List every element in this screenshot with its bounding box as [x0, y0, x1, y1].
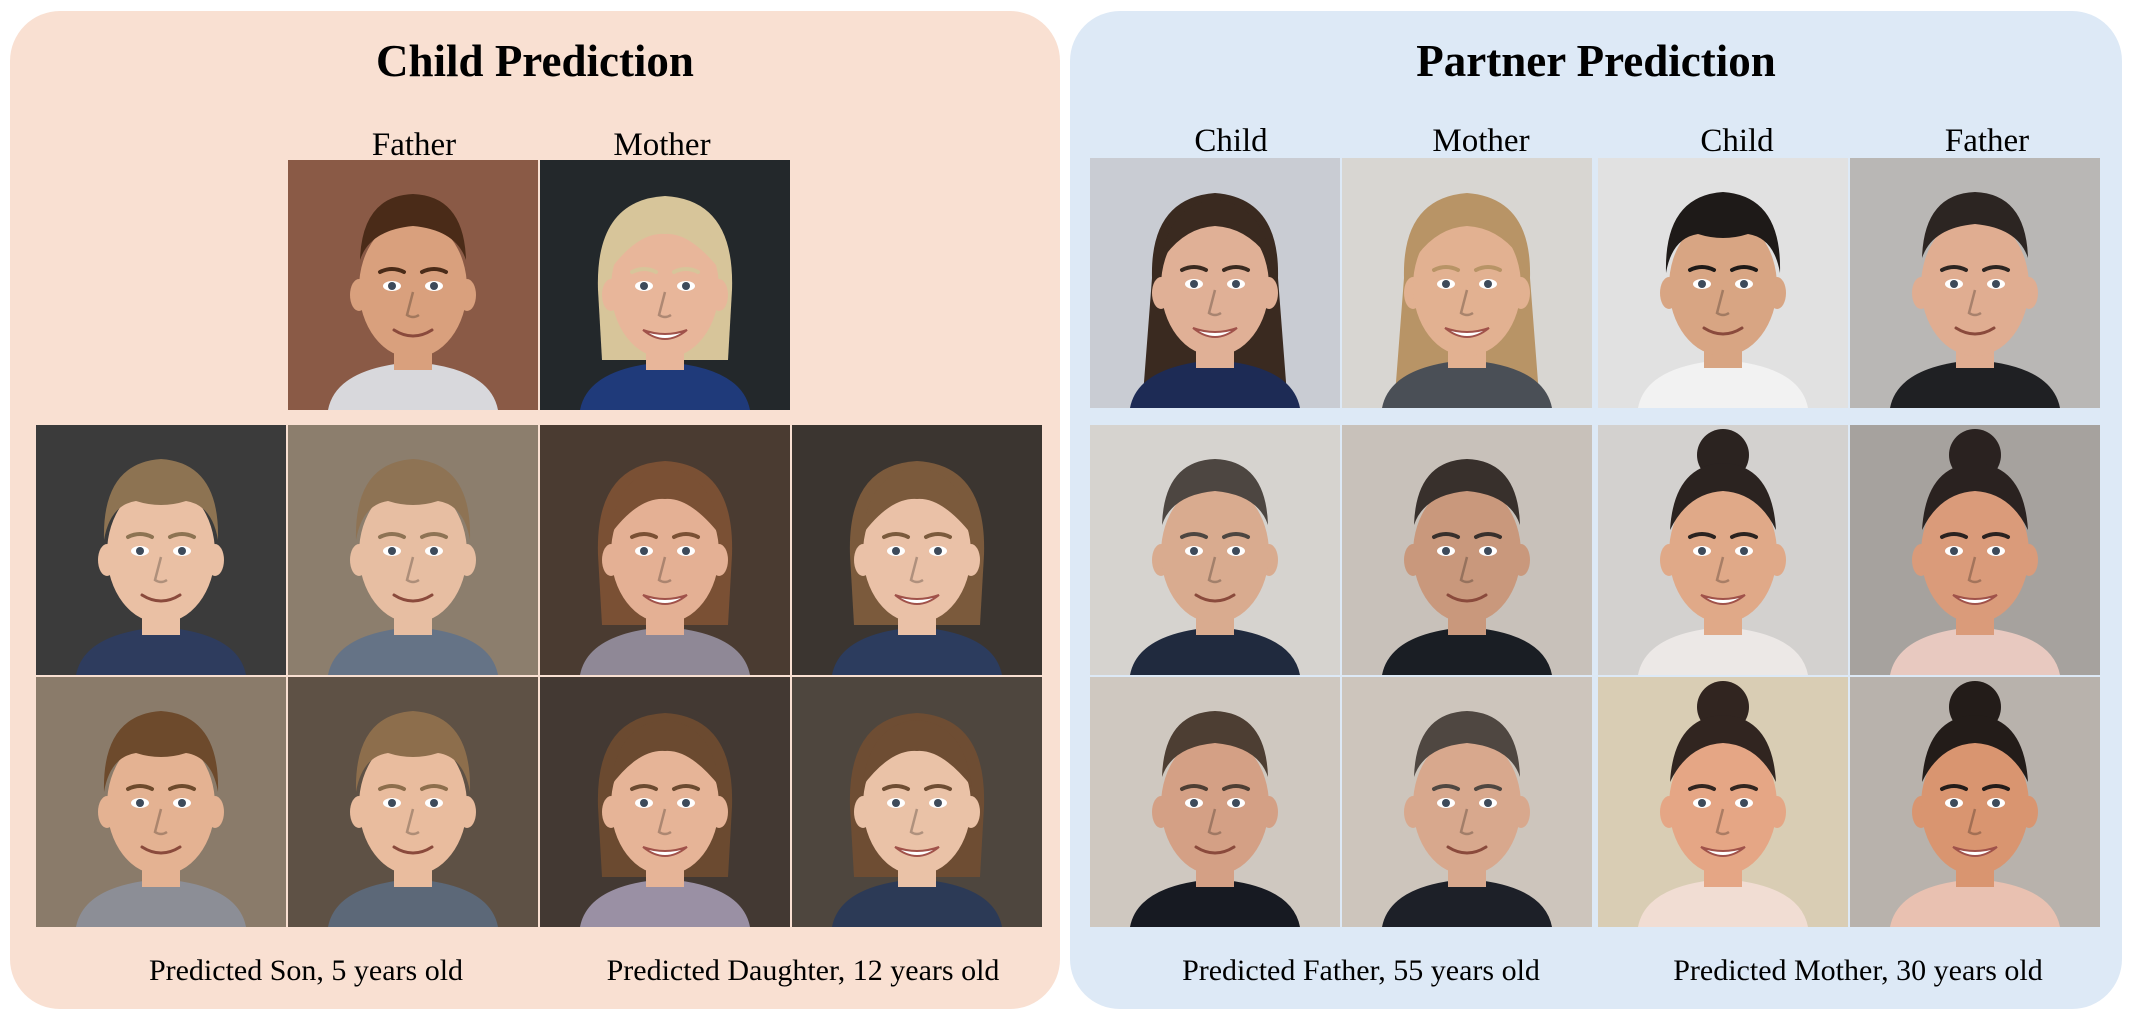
- child-label-2: Child: [1700, 123, 1774, 159]
- predicted-son-caption: Predicted Son, 5 years old: [148, 954, 464, 987]
- predicted-mother-2: [1850, 425, 2100, 675]
- predicted-son-4: [288, 677, 538, 927]
- mother-label: Mother: [1432, 123, 1530, 159]
- predicted-daughter-1: [540, 425, 790, 675]
- father-photo: [288, 160, 538, 410]
- predicted-father-4: [1342, 677, 1592, 927]
- predicted-daughter-3: [540, 677, 790, 927]
- predicted-father-caption: Predicted Father, 55 years old: [1182, 954, 1540, 987]
- predicted-daughter-caption: Predicted Daughter, 12 years old: [606, 954, 1000, 987]
- mother-label: Mother: [613, 127, 711, 163]
- predicted-father-3: [1090, 677, 1340, 927]
- predicted-mother-3: [1598, 677, 1848, 927]
- child-input-photo-2: [1598, 158, 1848, 408]
- mother-input-photo: [1342, 158, 1592, 408]
- mother-photo: [540, 160, 790, 410]
- predicted-father-1: [1090, 425, 1340, 675]
- predicted-mother-1: [1598, 425, 1848, 675]
- predicted-mother-4: [1850, 677, 2100, 927]
- partner-prediction-title: Partner Prediction: [1416, 36, 1776, 86]
- father-label: Father: [371, 127, 457, 163]
- child-prediction-title: Child Prediction: [376, 36, 694, 86]
- child-label-1: Child: [1194, 123, 1268, 159]
- predicted-son-1: [36, 425, 286, 675]
- predicted-mother-caption: Predicted Mother, 30 years old: [1673, 954, 2043, 987]
- father-label: Father: [1944, 123, 2030, 159]
- predicted-son-3: [36, 677, 286, 927]
- predicted-son-2: [288, 425, 538, 675]
- predicted-father-2: [1342, 425, 1592, 675]
- predicted-daughter-4: [792, 677, 1042, 927]
- child-input-photo-1: [1090, 158, 1340, 408]
- predicted-daughter-2: [792, 425, 1042, 675]
- father-input-photo: [1850, 158, 2100, 408]
